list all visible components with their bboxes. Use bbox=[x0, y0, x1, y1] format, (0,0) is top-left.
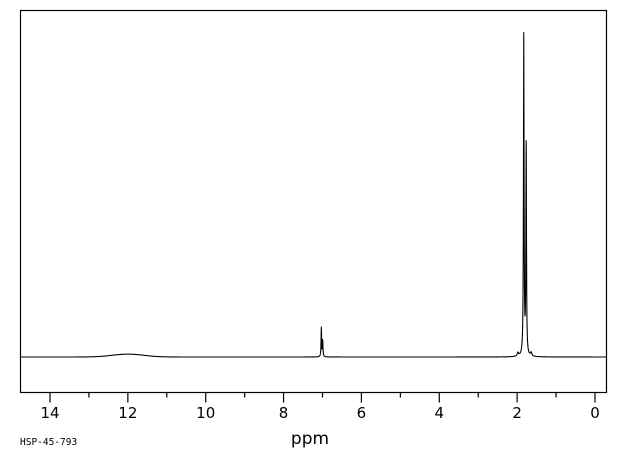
x-axis-tick-label: 0 bbox=[590, 404, 600, 422]
x-axis-tick-label: 6 bbox=[357, 404, 367, 422]
x-axis-tick-label: 14 bbox=[40, 404, 59, 422]
spectrum-trace bbox=[20, 32, 607, 358]
x-axis-tick-label: 8 bbox=[279, 404, 289, 422]
x-axis-tick-label: 2 bbox=[512, 404, 522, 422]
sample-id-label: HSP-45-793 bbox=[20, 437, 78, 448]
x-axis-tick-label: 10 bbox=[196, 404, 215, 422]
x-axis-tick-label: 12 bbox=[118, 404, 137, 422]
x-axis-tick-label: 4 bbox=[435, 404, 445, 422]
plot-frame bbox=[19, 9, 608, 394]
x-axis-title: ppm bbox=[290, 429, 330, 449]
